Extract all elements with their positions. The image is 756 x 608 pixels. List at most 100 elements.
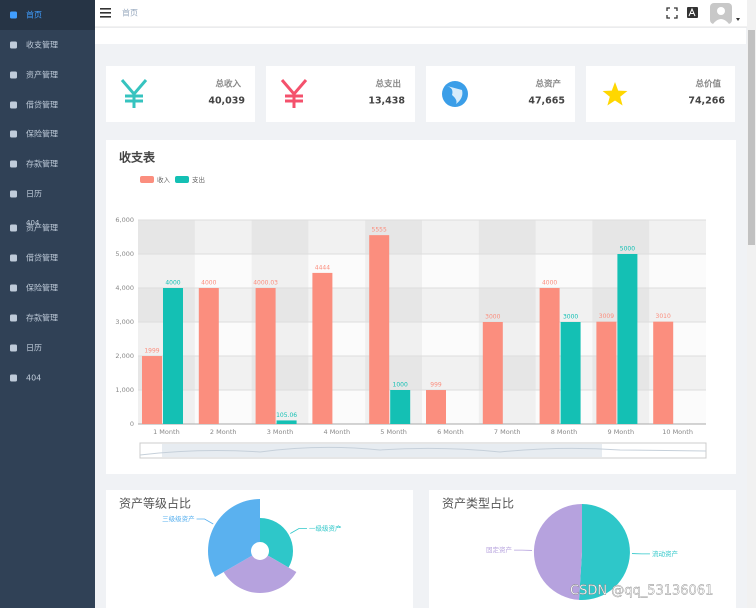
y-tick-label: 4,000 xyxy=(115,284,134,292)
bar[interactable] xyxy=(426,390,446,424)
card-icon xyxy=(280,79,308,108)
legend-label[interactable]: 支出 xyxy=(192,175,205,184)
x-tick-label: 2 Month xyxy=(210,428,237,436)
x-tick-label: 3 Month xyxy=(267,428,294,436)
scrollbar-thumb[interactable] xyxy=(748,30,755,245)
pie-label-line xyxy=(196,518,214,525)
menu-item[interactable]: 借贷管理 xyxy=(26,253,58,263)
menu-item[interactable]: 日历 xyxy=(26,344,42,353)
bar[interactable] xyxy=(198,288,219,424)
card-icon-land xyxy=(447,86,463,104)
bar-value-label: 5000 xyxy=(620,246,635,253)
bar[interactable] xyxy=(163,288,183,424)
watermark: CSDN @qq_53136061 xyxy=(570,584,713,599)
card-value: 47,665 xyxy=(528,96,565,107)
hamburger[interactable] xyxy=(100,8,111,18)
bar-value-label: 3010 xyxy=(656,313,671,320)
pie-slice[interactable] xyxy=(578,504,630,600)
legend-label[interactable]: 收入 xyxy=(157,175,171,184)
pie-slice[interactable] xyxy=(208,499,260,577)
menu-item[interactable]: 404 xyxy=(26,374,41,383)
breadcrumb[interactable]: 首页 xyxy=(122,8,138,18)
x-tick-label: 6 Month xyxy=(437,428,464,436)
pie-slice[interactable] xyxy=(260,518,294,568)
menu-icon xyxy=(10,344,17,352)
menu-item[interactable]: 首页 xyxy=(26,10,42,20)
menu-item[interactable]: 日历 xyxy=(26,190,42,199)
pie-label: 流动资产 xyxy=(652,549,679,558)
size-icon[interactable] xyxy=(687,7,698,18)
menu-icon xyxy=(10,224,17,232)
scrollbar-track xyxy=(747,0,756,608)
y-tick-label: 3,000 xyxy=(115,318,134,326)
pie-slice[interactable] xyxy=(533,503,582,600)
menu-icon xyxy=(10,254,17,262)
bar[interactable] xyxy=(539,288,560,424)
card-icon xyxy=(120,79,148,108)
menu-icon xyxy=(10,11,17,19)
chart-title: 资产等级占比 xyxy=(119,496,191,511)
chart-title: 资产类型占比 xyxy=(442,496,514,511)
menu-icon xyxy=(10,374,17,382)
bar[interactable] xyxy=(390,390,411,424)
card-label: 总支出 xyxy=(375,79,401,90)
bar[interactable] xyxy=(596,321,617,424)
menu-item[interactable]: 资产管理 xyxy=(26,223,58,233)
x-tick-label: 5 Month xyxy=(380,428,407,436)
pie-slice[interactable] xyxy=(223,555,297,593)
menu-item[interactable]: 借贷管理 xyxy=(26,100,58,110)
bar[interactable] xyxy=(255,287,276,424)
tags-bar xyxy=(95,28,746,44)
avatar-body xyxy=(713,19,729,24)
legend-swatch[interactable] xyxy=(175,176,189,183)
bar[interactable] xyxy=(617,254,638,424)
navbar xyxy=(95,0,756,27)
bar[interactable] xyxy=(560,322,581,424)
y-tick-label: 5,000 xyxy=(115,250,134,258)
menu-item[interactable]: 资产管理 xyxy=(26,70,58,80)
card-value: 40,039 xyxy=(208,96,245,107)
y-tick-label: 6,000 xyxy=(115,216,134,224)
avatar-caret[interactable] xyxy=(736,18,740,21)
pie-label: 三级级资产 xyxy=(162,514,195,523)
x-tick-label: 8 Month xyxy=(551,428,578,436)
fullscreen-icon[interactable] xyxy=(666,7,678,19)
menu-icon xyxy=(10,101,17,109)
menu-item[interactable]: 保险管理 xyxy=(26,283,58,293)
bar-value-label: 4000 xyxy=(201,280,216,287)
bar[interactable] xyxy=(369,235,390,424)
fullscreen-path xyxy=(666,7,678,19)
legend-swatch[interactable] xyxy=(140,176,154,183)
bar[interactable] xyxy=(653,321,674,424)
stat-card[interactable] xyxy=(266,66,415,122)
card-label: 总价值 xyxy=(695,79,721,90)
menu-item[interactable]: 存款管理 xyxy=(26,313,58,323)
stat-card[interactable] xyxy=(106,66,255,122)
avatar-head xyxy=(717,7,725,15)
x-tick-label: 7 Month xyxy=(494,428,521,436)
bar[interactable] xyxy=(312,272,333,424)
x-tick-label: 10 Month xyxy=(662,428,693,436)
row-band xyxy=(138,220,706,254)
bar-value-label: 5555 xyxy=(372,227,387,234)
hamburger-bar xyxy=(100,16,111,18)
menu-icon xyxy=(10,130,17,138)
pie-label: 一级级资产 xyxy=(309,524,342,533)
bar-value-label: 1999 xyxy=(144,348,159,355)
card-label: 总资产 xyxy=(535,79,561,90)
card-value: 74,266 xyxy=(688,96,725,107)
data-zoom-shadow xyxy=(139,446,707,456)
bar-value-label: 105.06 xyxy=(276,412,297,419)
menu-item[interactable]: 收支管理 xyxy=(26,40,58,50)
bar[interactable] xyxy=(142,356,162,424)
bar[interactable] xyxy=(482,322,503,424)
menu-icon xyxy=(10,284,17,292)
menu-item[interactable]: 存款管理 xyxy=(26,159,58,169)
menu-icon xyxy=(10,160,17,168)
bar[interactable] xyxy=(276,420,297,424)
menu-item[interactable]: 保险管理 xyxy=(26,129,58,139)
bar-value-label: 1000 xyxy=(393,382,408,389)
data-zoom-selection[interactable] xyxy=(162,444,602,457)
y-tick-label: 1,000 xyxy=(115,386,134,394)
